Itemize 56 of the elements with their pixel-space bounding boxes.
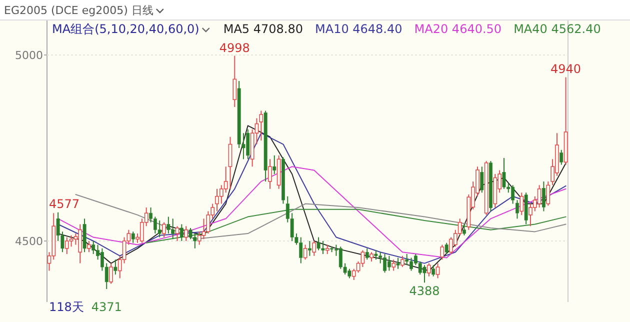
annotation: 4940 <box>550 62 582 76</box>
annotation: 4371 <box>91 300 122 314</box>
candlestick <box>325 244 330 255</box>
annotation: 4577 <box>49 197 80 211</box>
candlestick <box>232 55 237 108</box>
annotation: 4998 <box>219 41 250 55</box>
text: MA40 4562.40 <box>514 22 601 36</box>
candlestick <box>493 174 498 208</box>
chart-subtitle: MA组合(5,10,20,40,60,0) <box>52 22 200 36</box>
candlestick <box>462 224 466 236</box>
candlestick <box>268 158 272 190</box>
candlestick <box>264 110 268 182</box>
y-tick-label: 5000 <box>15 48 43 62</box>
candlestick <box>202 218 206 240</box>
candlestick <box>546 180 550 206</box>
candlestick <box>272 154 276 175</box>
candlestick <box>52 212 56 260</box>
annotation: 4388 <box>409 284 440 298</box>
text: MA10 4648.40 <box>315 22 402 36</box>
candlestick <box>520 192 524 216</box>
candlestick <box>432 264 436 277</box>
candlestick <box>206 210 210 234</box>
candlestick <box>282 156 285 204</box>
candlestick <box>180 224 184 242</box>
candlestick <box>92 240 96 255</box>
candlestick <box>166 216 170 234</box>
candlestick <box>162 222 166 238</box>
candlestick <box>184 226 188 242</box>
candlestick <box>308 240 312 256</box>
candlestick <box>158 220 162 238</box>
candlestick <box>312 240 316 256</box>
text: MA20 4640.50 <box>414 22 502 36</box>
y-tick-label: 4500 <box>15 234 43 248</box>
candlestick <box>396 257 400 270</box>
candlestick <box>131 231 135 244</box>
annotation: 118天 <box>49 300 84 314</box>
candlestick <box>175 226 180 242</box>
text: MA5 4708.80 <box>223 22 303 36</box>
candlestick <box>114 259 118 275</box>
candlestick <box>228 136 232 190</box>
candlestick <box>564 76 568 166</box>
candlestick <box>537 184 542 208</box>
candlestick <box>365 248 369 260</box>
line-series <box>146 208 566 244</box>
candlestick <box>303 244 308 260</box>
chart-title: EG2005 (DCE eg2005) 日线 <box>4 4 154 17</box>
candlestick <box>542 180 546 212</box>
candlestick <box>78 224 82 264</box>
candlestick <box>405 254 409 266</box>
candlestick <box>370 252 374 262</box>
candlestick <box>82 218 86 253</box>
candlestick <box>64 236 69 255</box>
candlestick <box>259 110 264 142</box>
candlestick <box>480 166 484 194</box>
candlestick <box>387 255 391 272</box>
candlestick <box>69 234 74 248</box>
